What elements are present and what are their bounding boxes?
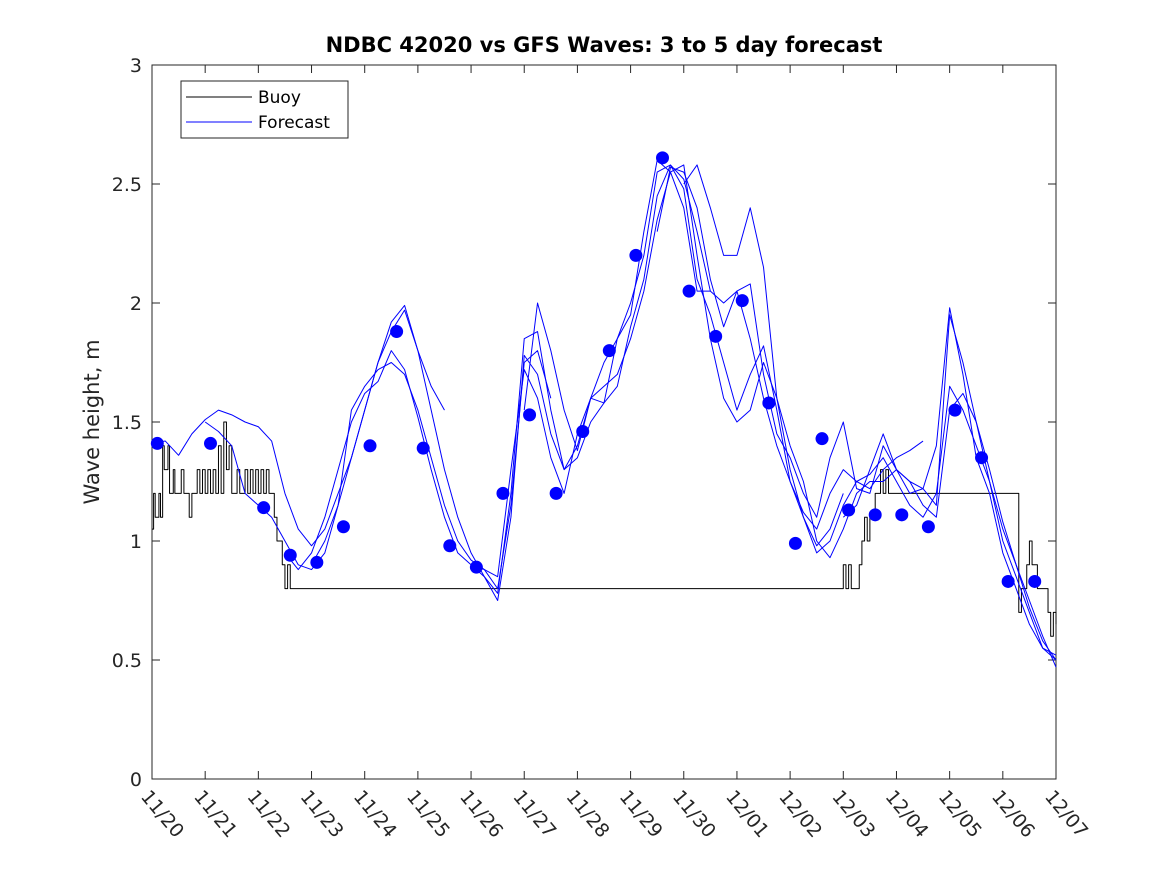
forecast-marker — [655, 151, 669, 165]
series-layer — [151, 159, 1057, 668]
forecast-marker — [735, 294, 749, 308]
forecast-marker — [788, 536, 802, 550]
forecast-marker — [709, 329, 723, 343]
forecast-series-line — [284, 164, 711, 578]
forecast-marker — [549, 486, 563, 500]
forecast-series-line — [151, 304, 445, 547]
forecast-marker — [363, 439, 377, 453]
forecast-marker — [629, 248, 643, 262]
y-tick-label: 1 — [130, 531, 142, 553]
forecast-marker — [921, 520, 935, 534]
forecast-marker — [842, 503, 856, 517]
forecast-marker — [310, 555, 324, 569]
legend-buoy-label: Buoy — [258, 88, 301, 108]
forecast-marker — [523, 408, 537, 422]
y-tick-label: 3 — [130, 55, 142, 77]
y-tick-label: 2.5 — [112, 174, 142, 196]
legend-box — [180, 80, 349, 139]
forecast-marker — [416, 441, 430, 455]
forecast-marker — [283, 548, 297, 562]
y-tick-labels: 0 0.5 1 1.5 2 2.5 3 — [112, 55, 142, 791]
forecast-marker — [602, 344, 616, 358]
forecast-marker — [390, 325, 404, 339]
forecast-marker — [203, 436, 217, 450]
forecast-marker — [1001, 574, 1015, 588]
marker-layer — [150, 151, 1042, 588]
chart-title: NDBC 42020 vs GFS Waves: 3 to 5 day fore… — [326, 33, 883, 57]
forecast-marker — [975, 451, 989, 465]
legend-forecast-label: Forecast — [258, 113, 330, 133]
legend: Buoy Forecast — [180, 80, 349, 139]
forecast-marker — [682, 284, 696, 298]
forecast-marker — [469, 560, 483, 574]
forecast-series-line — [683, 164, 1057, 656]
forecast-marker — [815, 432, 829, 446]
y-tick-label: 2 — [130, 293, 142, 315]
forecast-marker — [948, 403, 962, 417]
y-axis-label: Wave height, m — [80, 339, 104, 504]
plot-area — [151, 64, 1057, 780]
forecast-series-line — [523, 159, 924, 530]
forecast-marker — [257, 501, 271, 515]
forecast-marker — [150, 436, 164, 450]
axis-ticks — [151, 64, 1057, 780]
buoy-series-line — [152, 421, 1057, 637]
forecast-marker — [496, 486, 510, 500]
forecast-marker — [576, 425, 590, 439]
forecast-marker — [336, 520, 350, 534]
forecast-marker — [868, 508, 882, 522]
forecast-marker — [1028, 574, 1042, 588]
forecast-marker — [895, 508, 909, 522]
forecast-marker — [443, 539, 457, 553]
forecast-series-line — [656, 166, 1057, 668]
y-tick-label: 0 — [130, 769, 142, 791]
forecast-series-line — [311, 164, 844, 594]
forecast-marker — [762, 396, 776, 410]
forecast-series-line — [470, 164, 1057, 661]
y-tick-label: 1.5 — [112, 412, 142, 434]
y-tick-label: 0.5 — [112, 650, 142, 672]
